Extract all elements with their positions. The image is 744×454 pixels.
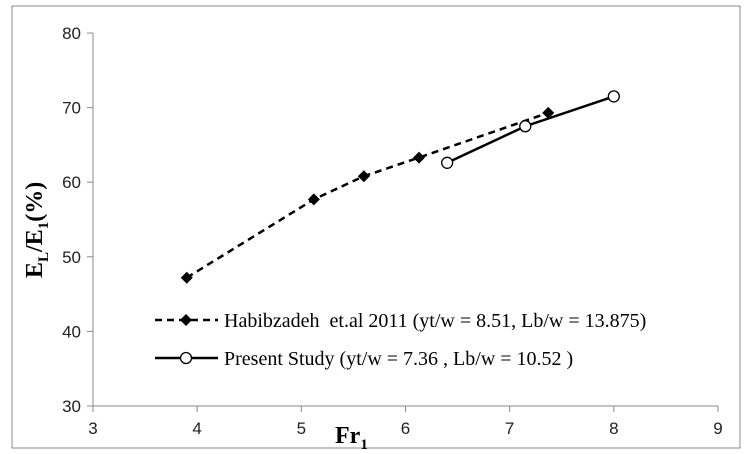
x-tick-label: 3 — [88, 419, 97, 438]
marker — [607, 90, 620, 103]
y-tick-label: 60 — [62, 173, 81, 192]
marker — [413, 151, 426, 164]
legend-label: Habibzadeh et.al 2011 (yt/w = 8.51, Lb/w… — [224, 310, 646, 332]
y-axis-label-part: (%) — [22, 182, 48, 222]
x-tick-label: 9 — [713, 419, 722, 438]
y-axis-label: EL/E1(%) — [22, 182, 52, 278]
y-tick-label: 30 — [62, 397, 81, 416]
y-axis-label-part: E — [22, 262, 48, 278]
legend-marker — [180, 314, 192, 326]
x-tick-label: 6 — [401, 419, 410, 438]
marker — [519, 120, 532, 133]
y-axis-label-part: /E — [22, 229, 48, 253]
marker — [542, 106, 555, 119]
marker — [307, 193, 320, 206]
marker — [357, 170, 370, 183]
y-tick-label: 80 — [62, 24, 81, 43]
y-axis-label-part: L — [36, 252, 52, 262]
y-tick-label: 40 — [62, 322, 81, 341]
legend-marker — [179, 351, 193, 365]
x-tick-label: 7 — [505, 419, 514, 438]
x-axis-label-part: 1 — [360, 437, 368, 453]
marker — [441, 156, 454, 169]
y-tick-label: 50 — [62, 248, 81, 267]
y-axis-label-part: 1 — [36, 222, 52, 230]
legend-label: Present Study (yt/w = 7.36 , Lb/w = 10.5… — [224, 348, 573, 370]
x-axis-label-part: Fr — [335, 423, 361, 449]
x-tick-label: 4 — [192, 419, 201, 438]
y-tick-label: 70 — [62, 99, 81, 118]
x-tick-label: 5 — [297, 419, 306, 438]
x-axis-label: Fr1 — [335, 423, 368, 453]
marker — [180, 271, 193, 284]
x-tick-label: 8 — [609, 419, 618, 438]
chart-frame — [11, 5, 741, 449]
